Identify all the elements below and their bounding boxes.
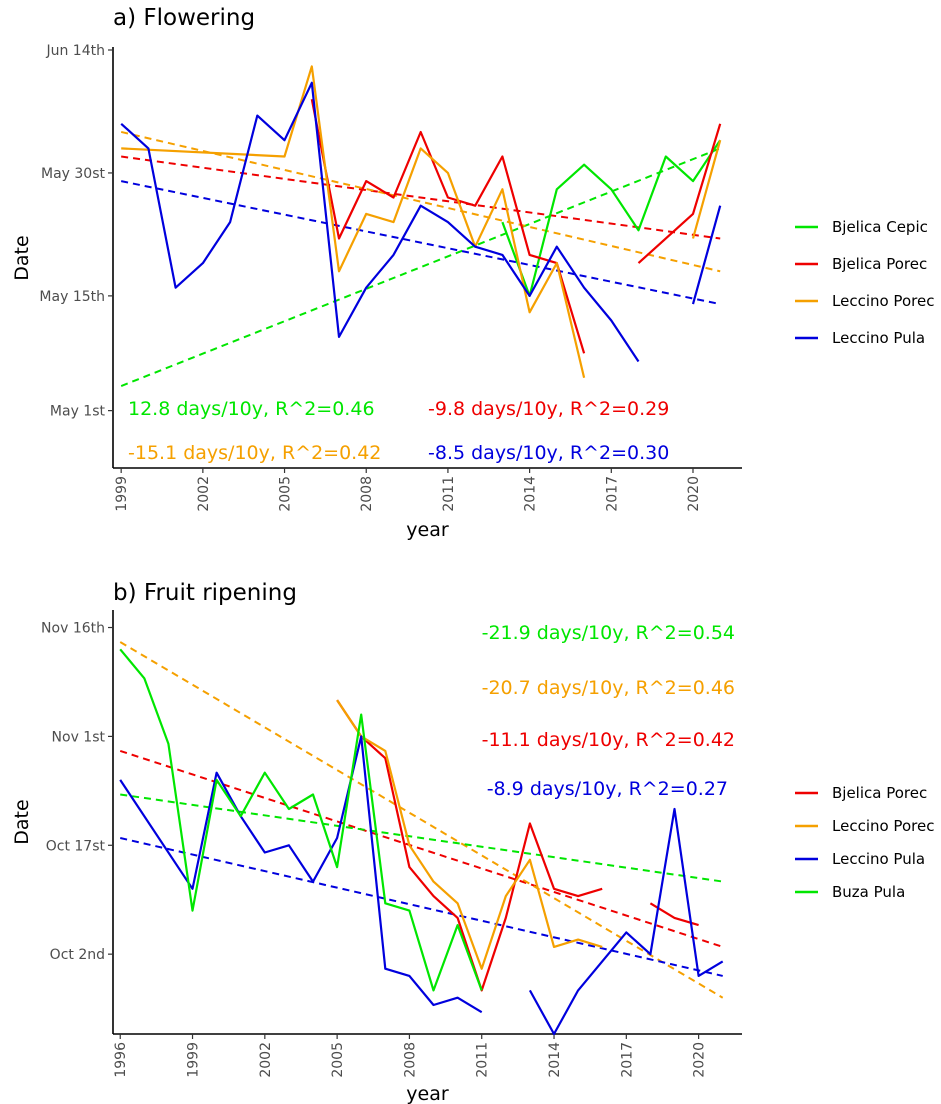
chart-title: a) Flowering <box>113 5 255 31</box>
series-line-2 <box>310 98 586 354</box>
legend-label: Bjelica Porec <box>832 784 927 802</box>
legend-label: Leccino Porec <box>832 817 934 835</box>
x-tick-label: 2005 <box>330 1042 346 1078</box>
chart-panel-1: a) Flowering May 1st May 15th May 30st Jun 1… <box>11 5 934 541</box>
series-line-6 <box>119 648 483 992</box>
y-tick-label: Oct 2nd <box>50 947 105 963</box>
series-line-7 <box>691 205 722 305</box>
trend-annotation: -21.9 days/10y, R^2=0.54 <box>482 622 735 644</box>
trend-line-3 <box>119 641 724 999</box>
legend-label: Bjelica Cepic <box>832 218 928 236</box>
series-line-1 <box>501 139 722 297</box>
y-axis-title: Date <box>11 235 33 280</box>
trend-annotation: -15.1 days/10y, R^2=0.42 <box>128 442 381 464</box>
x-axis-title: year <box>406 1083 449 1104</box>
legend-label: Leccino Pula <box>832 850 925 868</box>
trend-line-5 <box>120 837 723 977</box>
trend-line-4 <box>120 130 721 273</box>
trend-annotation: -9.8 days/10y, R^2=0.29 <box>428 398 669 420</box>
trend-line-6 <box>120 180 721 306</box>
chart-title: b) Fruit ripening <box>113 580 297 606</box>
trend-annotation: -20.7 days/10y, R^2=0.46 <box>482 677 735 699</box>
series-line-3 <box>336 699 603 970</box>
x-tick-label: 2008 <box>359 476 375 512</box>
series-line-4 <box>121 65 586 379</box>
y-tick-label: Jun 14th <box>45 43 105 59</box>
y-axis-title: Date <box>11 799 33 844</box>
y-tick-label: Nov 16th <box>41 621 105 637</box>
y-tick-label: May 30st <box>41 166 106 182</box>
x-tick-label: 2002 <box>196 476 212 512</box>
x-tick-label: 2011 <box>475 1042 491 1078</box>
y-tick-label: Oct 17st <box>46 838 106 854</box>
x-tick-label: 2020 <box>686 476 702 512</box>
series-line-5 <box>528 807 724 1036</box>
x-tick-label: 2005 <box>278 476 294 512</box>
series-line-5 <box>691 139 722 239</box>
trend-annotation: -8.9 days/10y, R^2=0.27 <box>487 778 728 800</box>
trend-annotation: -11.1 days/10y, R^2=0.42 <box>482 729 735 751</box>
x-tick-label: 1999 <box>186 1042 202 1078</box>
x-tick-label: 2017 <box>604 476 620 512</box>
x-tick-label: 2011 <box>441 476 457 512</box>
legend-label: Bjelica Porec <box>832 255 927 273</box>
x-tick-label: 2002 <box>258 1042 274 1078</box>
y-tick-label: May 15th <box>39 289 105 305</box>
y-tick-label: Nov 1st <box>52 729 106 745</box>
x-tick-label: 2020 <box>692 1042 708 1078</box>
x-tick-label: 2014 <box>523 476 539 512</box>
series-line-3 <box>637 123 722 264</box>
x-tick-label: 2008 <box>402 1042 418 1078</box>
trend-annotation: -8.5 days/10y, R^2=0.30 <box>428 442 669 464</box>
legend: Bjelica Cepic Bjelica Porec Leccino Porec L… <box>795 218 934 347</box>
x-tick-label: 2017 <box>619 1042 635 1078</box>
trend-annotation: 12.8 days/10y, R^2=0.46 <box>128 398 375 420</box>
series-line-6 <box>120 81 640 363</box>
x-tick-label: 2014 <box>547 1042 563 1078</box>
series-line-1 <box>336 699 603 992</box>
legend: Bjelica Porec Leccino Porec Leccino Pula Bu… <box>795 784 934 901</box>
series-line-4 <box>119 735 483 1014</box>
chart-panel-2: b) Fruit ripening Oct 2nd Oct 17st Nov 1st N… <box>11 580 934 1104</box>
trend-line-6 <box>120 793 723 883</box>
legend-label: Leccino Pula <box>832 329 925 347</box>
legend-label: Buza Pula <box>832 883 905 901</box>
x-axis-title: year <box>406 519 449 541</box>
x-tick-label: 1996 <box>113 1042 129 1078</box>
trend-line-2 <box>121 155 721 240</box>
x-tick-label: 1999 <box>114 476 130 512</box>
trend-line-1 <box>119 749 724 948</box>
y-tick-label: May 1st <box>50 404 106 420</box>
legend-label: Leccino Porec <box>832 292 934 310</box>
